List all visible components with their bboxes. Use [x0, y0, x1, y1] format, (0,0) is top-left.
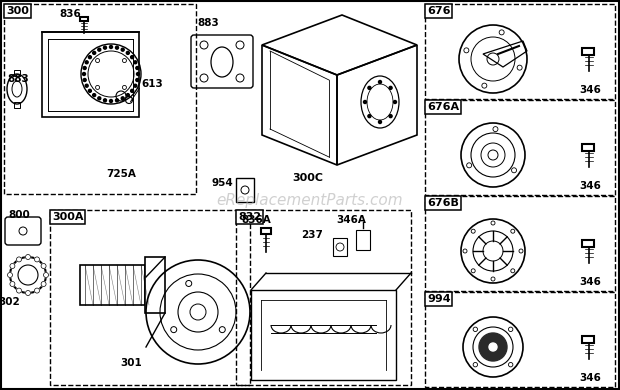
- Text: 676: 676: [427, 6, 451, 16]
- Circle shape: [115, 46, 118, 49]
- Text: 954: 954: [211, 178, 232, 188]
- Bar: [333, 238, 347, 256]
- Circle shape: [126, 94, 130, 97]
- Text: 883: 883: [197, 18, 219, 28]
- Circle shape: [122, 97, 124, 100]
- Circle shape: [17, 288, 22, 293]
- Text: 346: 346: [579, 373, 601, 383]
- Circle shape: [110, 46, 112, 48]
- Text: eReplacementParts.com: eReplacementParts.com: [216, 193, 404, 207]
- Text: 300C: 300C: [292, 173, 323, 183]
- Circle shape: [41, 264, 46, 268]
- Text: 800: 800: [8, 210, 30, 220]
- Text: 346: 346: [579, 181, 601, 191]
- Bar: [80, 17, 88, 21]
- Circle shape: [41, 282, 46, 287]
- Circle shape: [10, 264, 15, 268]
- Circle shape: [389, 86, 392, 89]
- Text: 994: 994: [427, 294, 451, 304]
- Circle shape: [389, 115, 392, 118]
- Bar: [14, 102, 20, 108]
- Circle shape: [17, 257, 22, 262]
- Circle shape: [104, 46, 107, 49]
- Text: 613: 613: [141, 79, 162, 89]
- Bar: [582, 240, 594, 247]
- Circle shape: [82, 73, 86, 76]
- Text: 883: 883: [7, 74, 29, 84]
- Text: 301: 301: [120, 358, 142, 368]
- Circle shape: [92, 94, 95, 97]
- Circle shape: [394, 101, 397, 103]
- Circle shape: [122, 48, 124, 51]
- Circle shape: [7, 273, 12, 278]
- Circle shape: [131, 56, 133, 58]
- Circle shape: [35, 288, 40, 293]
- Text: 302: 302: [0, 297, 20, 307]
- Bar: [582, 144, 594, 151]
- Circle shape: [136, 66, 139, 69]
- Circle shape: [479, 333, 507, 361]
- Text: 300: 300: [6, 6, 29, 16]
- Text: 725A: 725A: [106, 169, 136, 179]
- Circle shape: [10, 282, 15, 287]
- Circle shape: [89, 89, 91, 92]
- Circle shape: [83, 66, 86, 69]
- Bar: [80, 265, 145, 305]
- Circle shape: [136, 78, 139, 82]
- Text: 676A: 676A: [427, 102, 459, 112]
- Circle shape: [134, 61, 137, 64]
- Circle shape: [363, 101, 366, 103]
- Bar: [425, 4, 615, 99]
- Circle shape: [85, 84, 88, 87]
- Circle shape: [378, 80, 381, 83]
- Circle shape: [35, 257, 40, 262]
- Circle shape: [136, 73, 140, 76]
- Text: 836A: 836A: [241, 215, 271, 225]
- Bar: [261, 228, 271, 234]
- Text: 346: 346: [579, 277, 601, 287]
- Bar: [582, 336, 594, 343]
- Text: 300A: 300A: [52, 212, 84, 222]
- Circle shape: [131, 89, 133, 92]
- Circle shape: [115, 99, 118, 102]
- Circle shape: [85, 61, 88, 64]
- Circle shape: [104, 99, 107, 102]
- Bar: [425, 292, 615, 387]
- Circle shape: [110, 99, 112, 103]
- Circle shape: [98, 97, 101, 100]
- Circle shape: [378, 121, 381, 124]
- Bar: [356, 230, 370, 250]
- Text: 832: 832: [238, 212, 261, 222]
- Circle shape: [368, 115, 371, 118]
- Circle shape: [25, 291, 30, 296]
- Bar: [236, 210, 411, 385]
- Circle shape: [25, 255, 30, 259]
- Circle shape: [368, 86, 371, 89]
- Bar: [236, 178, 254, 202]
- Circle shape: [92, 51, 95, 54]
- Circle shape: [83, 78, 86, 82]
- Text: 346: 346: [579, 85, 601, 95]
- Circle shape: [43, 273, 48, 278]
- Bar: [4, 4, 196, 194]
- Circle shape: [489, 343, 497, 351]
- Bar: [14, 70, 20, 76]
- Text: 237: 237: [301, 230, 323, 240]
- Bar: [50, 210, 250, 385]
- Circle shape: [134, 84, 137, 87]
- Circle shape: [98, 48, 101, 51]
- Circle shape: [126, 51, 130, 54]
- Bar: [582, 48, 594, 55]
- Text: 676B: 676B: [427, 198, 459, 208]
- Circle shape: [89, 56, 91, 58]
- Bar: [425, 100, 615, 195]
- Bar: [425, 196, 615, 291]
- Bar: [145, 257, 165, 313]
- Text: 346A: 346A: [336, 215, 366, 225]
- Text: 836: 836: [59, 9, 81, 19]
